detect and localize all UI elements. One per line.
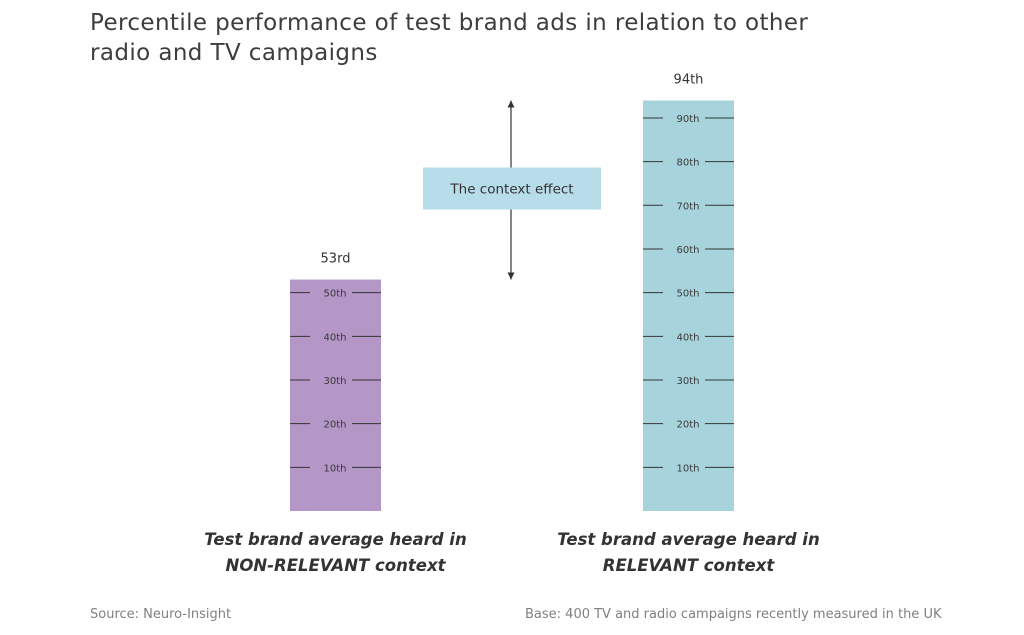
arrow-up-icon (507, 100, 515, 108)
tick-label: 40th (677, 332, 700, 343)
bar-relevant (643, 100, 734, 511)
category-label-non-relevant: Test brand average heard in NON-RELEVANT… (176, 527, 496, 579)
tick-label: 30th (324, 376, 347, 387)
category-label-line: Test brand average heard in (204, 530, 467, 549)
tick-label: 40th (324, 332, 347, 343)
arrow-down-icon (507, 272, 515, 280)
bars-group: 10th 20th 30th 40th 50th 53rd 10th 20th 30th 40th… (290, 73, 734, 511)
tick-label: 10th (324, 463, 347, 474)
tick-label: 90th (677, 114, 700, 125)
data-label: 94th (674, 73, 704, 88)
context-effect-label: The context effect (449, 182, 573, 198)
category-label-line: Test brand average heard in (557, 530, 820, 549)
tick-label: 30th (677, 376, 700, 387)
source-note: Source: Neuro-Insight (90, 607, 232, 622)
tick-label: 50th (324, 289, 347, 300)
tick-label: 20th (677, 420, 700, 431)
context-effect-annotation: The context effect (423, 100, 601, 280)
tick-label: 50th (677, 289, 700, 300)
data-label: 53rd (321, 252, 351, 267)
tick-label: 80th (677, 158, 700, 169)
tick-label: 10th (677, 463, 700, 474)
base-note: Base: 400 TV and radio campaigns recentl… (525, 607, 942, 622)
tick-label: 20th (324, 420, 347, 431)
category-label-relevant: Test brand average heard in RELEVANT con… (529, 527, 849, 579)
tick-label: 60th (677, 245, 700, 256)
bar-non-relevant (290, 279, 381, 511)
context-effect-box (423, 167, 601, 210)
chart-title: Percentile performance of test brand ads… (90, 10, 809, 66)
category-label-line: NON-RELEVANT context (225, 556, 446, 575)
tick-label: 70th (677, 201, 700, 212)
category-label-line: RELEVANT context (602, 556, 775, 575)
